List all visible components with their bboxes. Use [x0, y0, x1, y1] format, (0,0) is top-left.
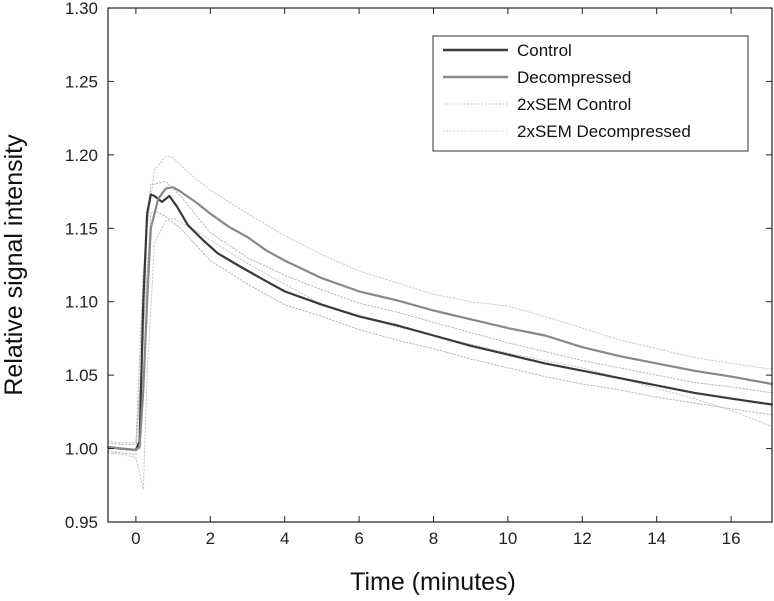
x-tick-label: 16 [722, 529, 741, 548]
x-axis-title: Time (minutes) [350, 568, 516, 596]
y-tick-label: 1.30 [65, 0, 98, 18]
x-tick-label: 0 [131, 529, 140, 548]
y-tick-label: 1.15 [65, 219, 98, 238]
series-control-line [106, 193, 774, 452]
plot-frame [107, 7, 773, 523]
legend-label-sem-control: 2xSEM Control [517, 95, 631, 114]
x-tick-label: 12 [573, 529, 592, 548]
x-tick-label: 6 [354, 529, 363, 548]
y-tick-label: 1.05 [65, 366, 98, 385]
y-tick-label: 1.10 [65, 293, 98, 312]
x-tick-label: 10 [498, 529, 517, 548]
x-tick-label: 2 [206, 529, 215, 548]
x-tick-label: 14 [647, 529, 666, 548]
y-tick-label: 1.00 [65, 440, 98, 459]
y-tick-label: 1.20 [65, 146, 98, 165]
legend-label-sem-decompressed: 2xSEM Decompressed [517, 122, 691, 141]
x-tick-label: 8 [429, 529, 438, 548]
legend-label-control: Control [517, 41, 572, 60]
legend-label-decompressed: Decompressed [517, 68, 631, 87]
y-tick-label: 1.25 [65, 72, 98, 91]
legend-box [432, 35, 749, 152]
y-axis-title: Relative signal intensity [0, 134, 28, 396]
series-layer [106, 155, 774, 491]
x-tick-label: 4 [280, 529, 289, 548]
ticks-layer: 0 2 4 6 8 10 12 14 16 0.95 1.00 1.05 1.10 1.15 1.20 1.2… [65, 0, 772, 548]
legend: Control Decompressed 2xSEM Control 2xSEM… [432, 35, 749, 152]
y-tick-label: 0.95 [65, 513, 98, 532]
series-decompressed-line [106, 186, 774, 452]
